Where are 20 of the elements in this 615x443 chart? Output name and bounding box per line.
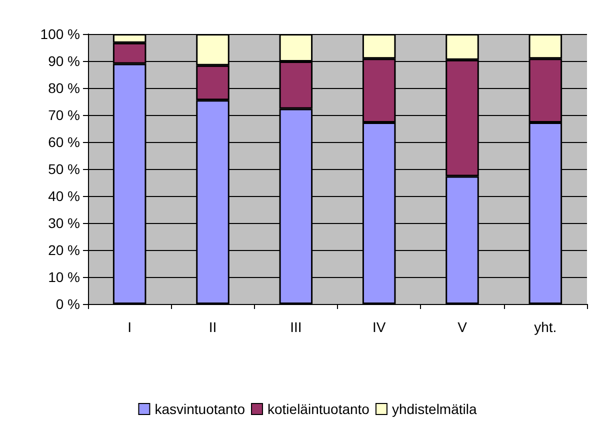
y-tick-label: 90 % bbox=[48, 53, 80, 69]
legend-label: yhdistelmätila bbox=[392, 401, 477, 417]
y-tick-label: 50 % bbox=[48, 161, 80, 177]
legend-label: kasvintuotanto bbox=[154, 401, 246, 417]
x-tick-label: yht. bbox=[534, 319, 557, 335]
y-tick-label: 100 % bbox=[40, 26, 80, 42]
y-tick-label: 30 % bbox=[48, 215, 80, 231]
x-tick-label: II bbox=[208, 319, 217, 335]
y-tick-label: 40 % bbox=[48, 188, 80, 204]
x-tick-label: I bbox=[128, 319, 132, 335]
x-tick-label: V bbox=[458, 319, 468, 335]
y-tick-label: 10 % bbox=[48, 269, 80, 285]
x-tick-label: III bbox=[290, 319, 302, 335]
y-tick-label: 60 % bbox=[48, 134, 80, 150]
legend-label: kotieläintuotanto bbox=[268, 401, 370, 417]
y-tick-label: 70 % bbox=[48, 107, 80, 123]
x-tick-label: IV bbox=[372, 319, 386, 335]
y-tick-label: 80 % bbox=[48, 80, 80, 96]
y-tick-label: 20 % bbox=[48, 242, 80, 258]
y-tick-label: 0 % bbox=[56, 296, 80, 312]
